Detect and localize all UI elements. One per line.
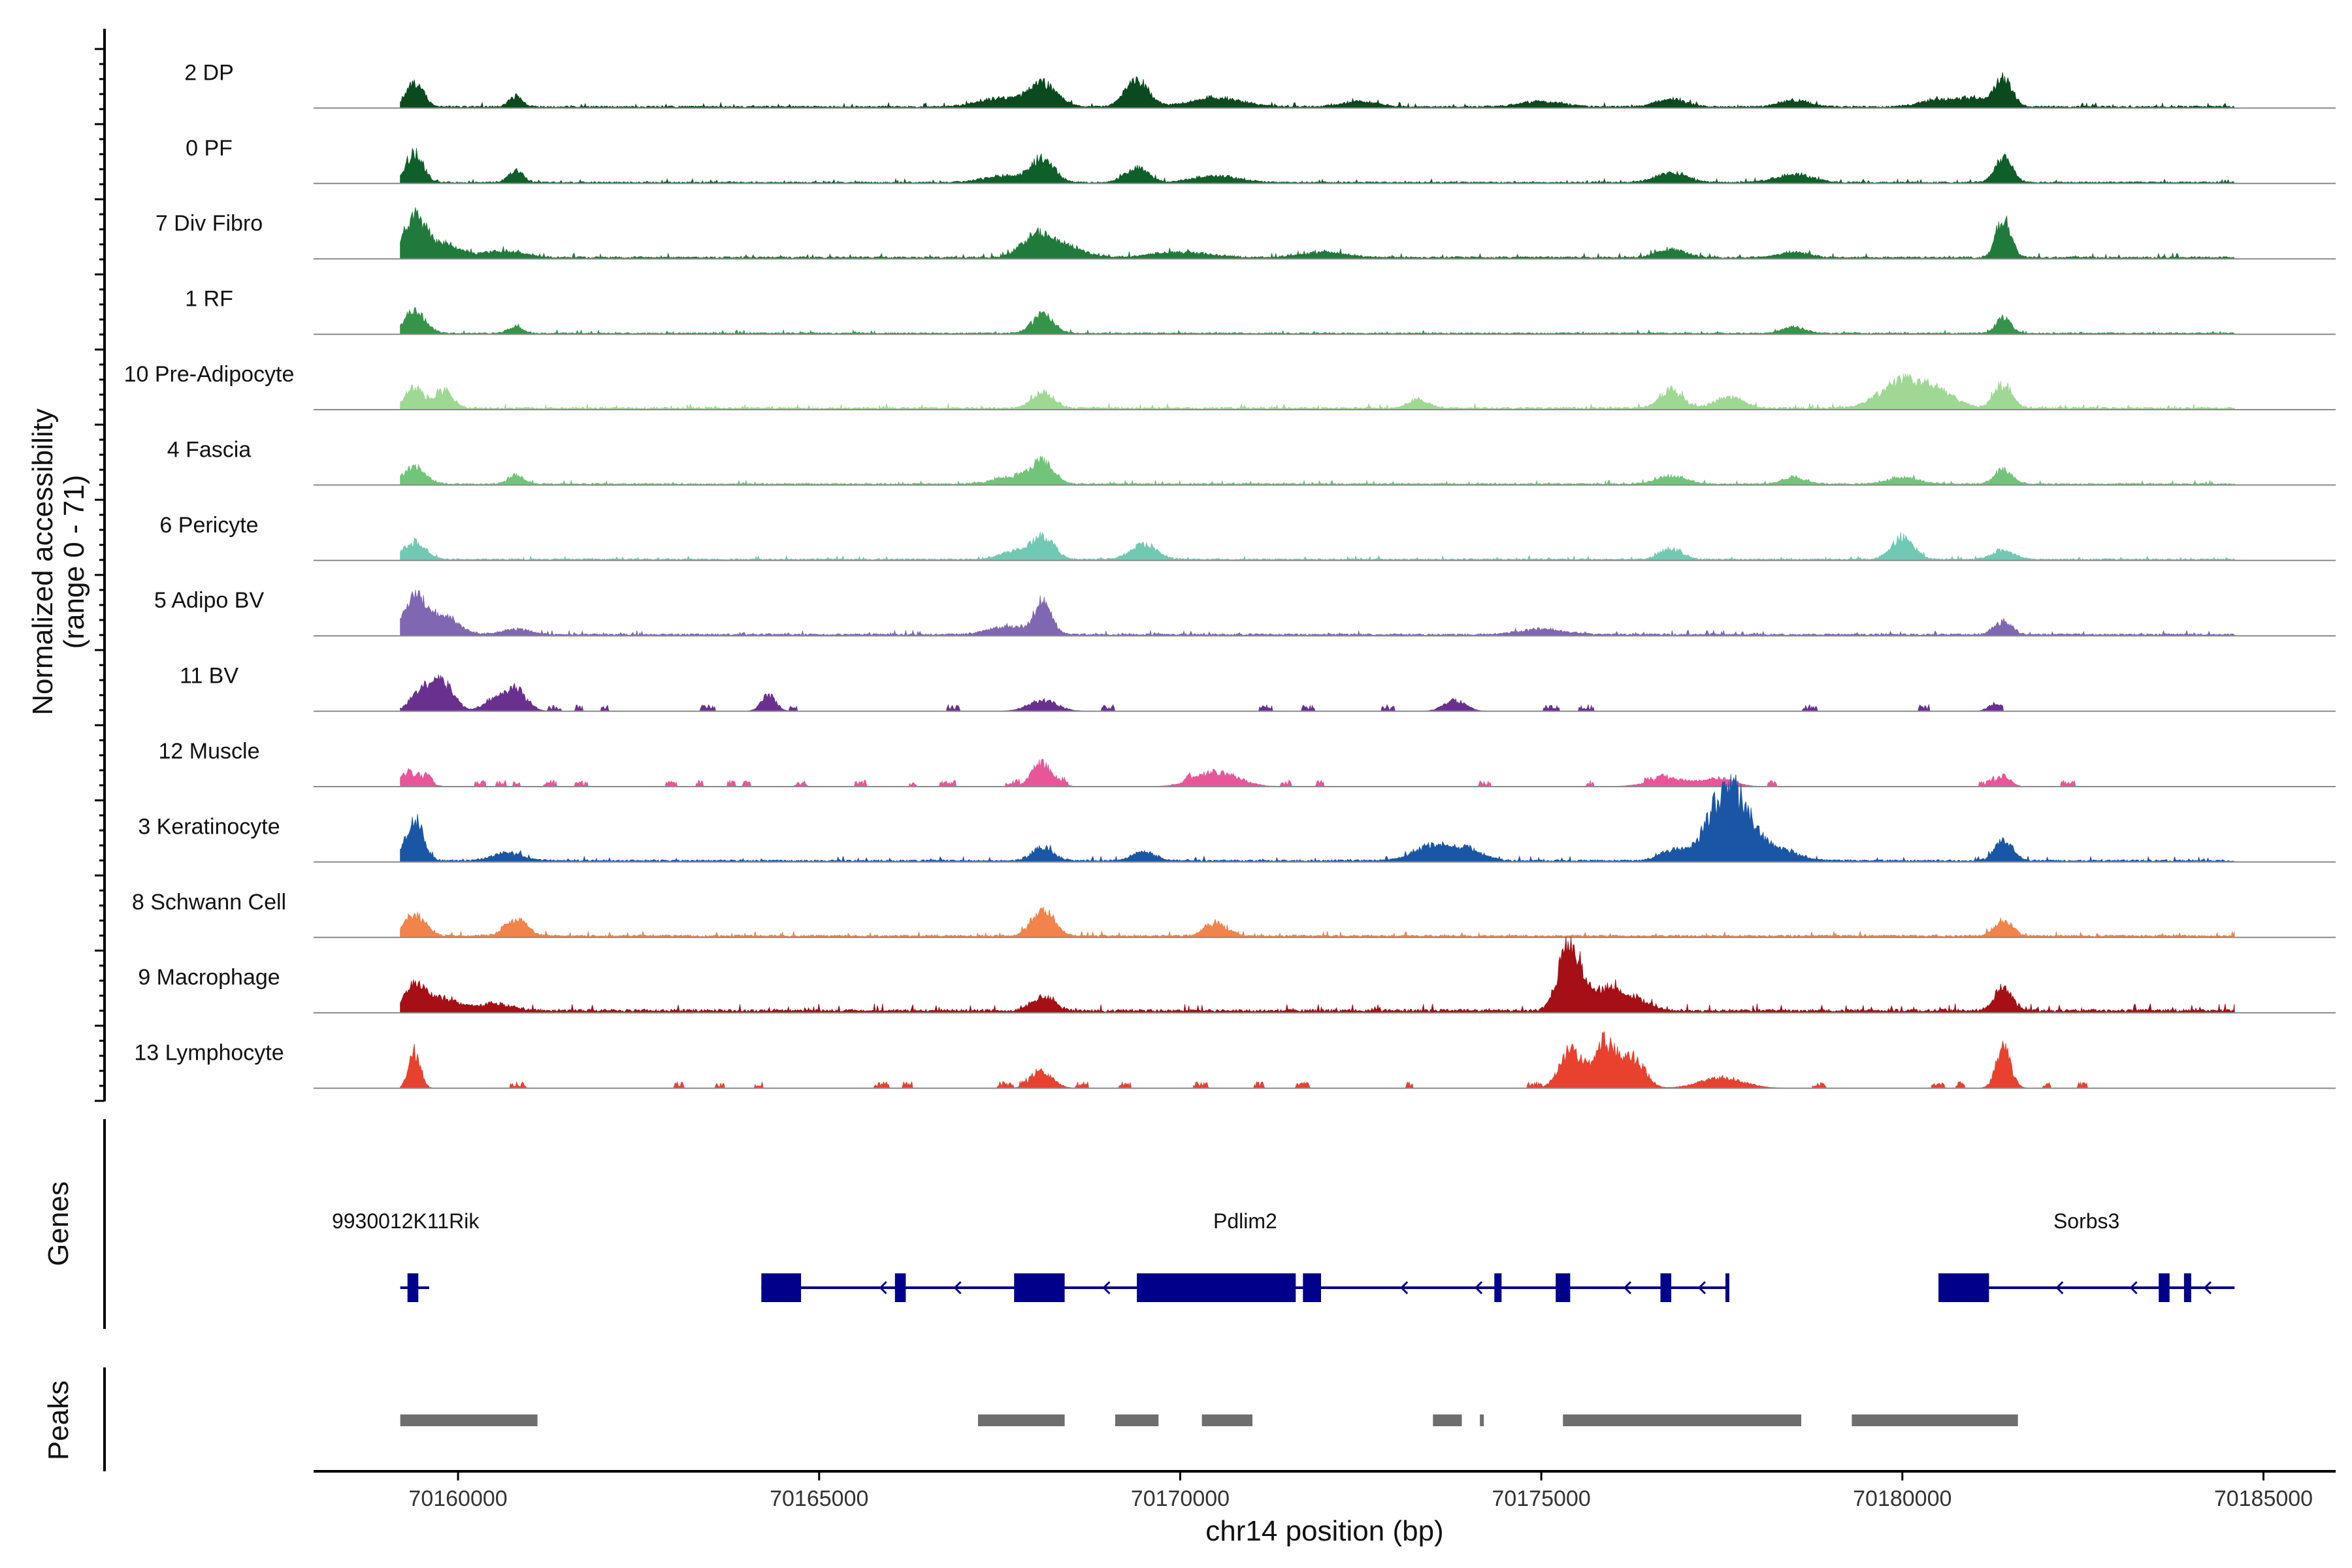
coverage-track: 4 Fascia bbox=[167, 437, 2336, 486]
coverage-panel: Normalized accessibility (range 0 - 71) … bbox=[27, 29, 2336, 1102]
track-label: 1 RF bbox=[185, 287, 233, 312]
gene-exon bbox=[1303, 1273, 1321, 1302]
coverage-track: 11 BV bbox=[180, 664, 2336, 712]
gene-model: Sorbs3 bbox=[1938, 1209, 2235, 1302]
strand-arrow bbox=[2055, 1281, 2064, 1295]
coverage-area bbox=[400, 774, 2235, 862]
coverage-track: 8 Schwann Cell bbox=[132, 890, 2336, 938]
genes-panel: Genes 9930012K11Rik Pdlim2 Sorbs3 bbox=[42, 1119, 2235, 1329]
coverage-track: 9 Macrophage bbox=[138, 936, 2336, 1014]
strand-arrow bbox=[1102, 1281, 1111, 1295]
x-axis: 70160000 70165000 70170000 70175000 70180000… bbox=[314, 1470, 2336, 1547]
x-tick-label: 70175000 bbox=[1492, 1486, 1590, 1511]
x-tick-label: 70185000 bbox=[2214, 1486, 2313, 1511]
coverage-track: 1 RF bbox=[185, 287, 2336, 335]
strand-arrow bbox=[879, 1281, 887, 1295]
coverage-tracks: 2 DP 0 PF 7 Div Fibro 1 RF 10 Pre-Adipocyte 4… bbox=[124, 60, 2336, 1089]
coverage-area bbox=[400, 306, 2235, 335]
x-axis-title: chr14 position (bp) bbox=[1205, 1515, 1443, 1547]
x-tick-label: 70165000 bbox=[770, 1486, 868, 1511]
track-label: 8 Schwann Cell bbox=[132, 890, 286, 915]
coverage-track: 3 Keratinocyte bbox=[138, 774, 2336, 863]
gene-exon bbox=[2183, 1273, 2191, 1302]
gene-exon bbox=[2159, 1273, 2170, 1302]
coverage-area bbox=[400, 207, 2235, 259]
gene-model: 9930012K11Rik bbox=[332, 1209, 480, 1302]
gene-exon bbox=[1014, 1273, 1065, 1302]
track-label: 5 Adipo BV bbox=[154, 588, 265, 613]
coverage-track: 5 Adipo BV bbox=[154, 588, 2336, 637]
coverage-area bbox=[400, 589, 2235, 636]
coverage-track: 2 DP bbox=[184, 60, 2336, 109]
peak-region bbox=[1433, 1414, 1462, 1426]
y-axis-title-line1: Normalized accessibility bbox=[27, 408, 59, 715]
track-label: 3 Keratinocyte bbox=[138, 814, 280, 839]
peak-region bbox=[1563, 1414, 1802, 1426]
peak-region bbox=[1115, 1414, 1159, 1426]
track-label: 9 Macrophage bbox=[138, 965, 280, 990]
track-label: 7 Div Fibro bbox=[155, 211, 263, 236]
coverage-area bbox=[400, 532, 2235, 561]
coverage-track: 7 Div Fibro bbox=[155, 207, 2336, 260]
gene-label: Sorbs3 bbox=[2053, 1209, 2119, 1233]
track-label: 10 Pre-Adipocyte bbox=[124, 362, 295, 387]
coverage-track: 12 Muscle bbox=[159, 739, 2336, 787]
gene-label: 9930012K11Rik bbox=[332, 1209, 480, 1233]
coverage-track: 13 Lymphocyte bbox=[134, 1030, 2336, 1089]
gene-exon bbox=[1556, 1273, 1571, 1302]
x-tick-label: 70160000 bbox=[408, 1486, 507, 1511]
gene-exon bbox=[1137, 1273, 1296, 1302]
coverage-area bbox=[400, 72, 2235, 108]
peak-region bbox=[1201, 1414, 1252, 1426]
coverage-area bbox=[400, 373, 2235, 410]
gene-exon bbox=[1660, 1273, 1672, 1302]
gene-label: Pdlim2 bbox=[1213, 1209, 1277, 1233]
gene-model: Pdlim2 bbox=[761, 1209, 1729, 1302]
peaks-panel-title: Peaks bbox=[42, 1380, 74, 1460]
gene-models: 9930012K11Rik Pdlim2 Sorbs3 bbox=[332, 1209, 2235, 1302]
x-tick-label: 70170000 bbox=[1131, 1486, 1230, 1511]
peak-region bbox=[400, 1414, 538, 1426]
coverage-track: 10 Pre-Adipocyte bbox=[124, 362, 2336, 410]
track-label: 2 DP bbox=[184, 60, 234, 85]
strand-arrow bbox=[953, 1281, 962, 1295]
strand-arrow bbox=[1623, 1281, 1632, 1295]
coverage-track: 0 PF bbox=[186, 136, 2336, 184]
coverage-track: 6 Pericyte bbox=[159, 513, 2336, 561]
strand-arrow bbox=[1697, 1281, 1706, 1295]
track-label: 0 PF bbox=[186, 136, 233, 161]
track-label: 13 Lymphocyte bbox=[134, 1041, 284, 1066]
coverage-area bbox=[400, 148, 2235, 184]
peak-region bbox=[1480, 1414, 1484, 1426]
strand-arrow bbox=[1474, 1281, 1483, 1295]
track-label: 12 Muscle bbox=[159, 739, 260, 764]
peak-region bbox=[1852, 1414, 2018, 1426]
gene-exon bbox=[407, 1273, 419, 1302]
x-tick-label: 70180000 bbox=[1853, 1486, 1952, 1511]
gene-exon bbox=[894, 1273, 906, 1302]
genes-panel-title: Genes bbox=[42, 1181, 74, 1266]
coverage-area bbox=[400, 906, 2235, 938]
peak-region bbox=[977, 1414, 1065, 1426]
coverage-y-ticks bbox=[95, 48, 105, 1102]
gene-exon bbox=[1725, 1273, 1729, 1302]
peak-regions bbox=[400, 1414, 2018, 1426]
strand-arrow bbox=[2129, 1281, 2138, 1295]
gene-exon bbox=[1938, 1273, 1989, 1302]
track-label: 11 BV bbox=[180, 664, 238, 689]
track-label: 6 Pericyte bbox=[159, 513, 258, 538]
coverage-area bbox=[400, 936, 2235, 1013]
gene-exon bbox=[1494, 1273, 1502, 1302]
y-axis-title-line2: (range 0 - 71) bbox=[58, 475, 90, 649]
x-axis-ticks: 70160000 70165000 70170000 70175000 70180000… bbox=[408, 1471, 2313, 1511]
track-label: 4 Fascia bbox=[167, 437, 252, 462]
gene-exon bbox=[761, 1273, 802, 1302]
strand-arrow bbox=[2203, 1281, 2212, 1295]
peaks-panel: Peaks bbox=[42, 1367, 2018, 1471]
strand-arrow bbox=[1400, 1281, 1409, 1295]
